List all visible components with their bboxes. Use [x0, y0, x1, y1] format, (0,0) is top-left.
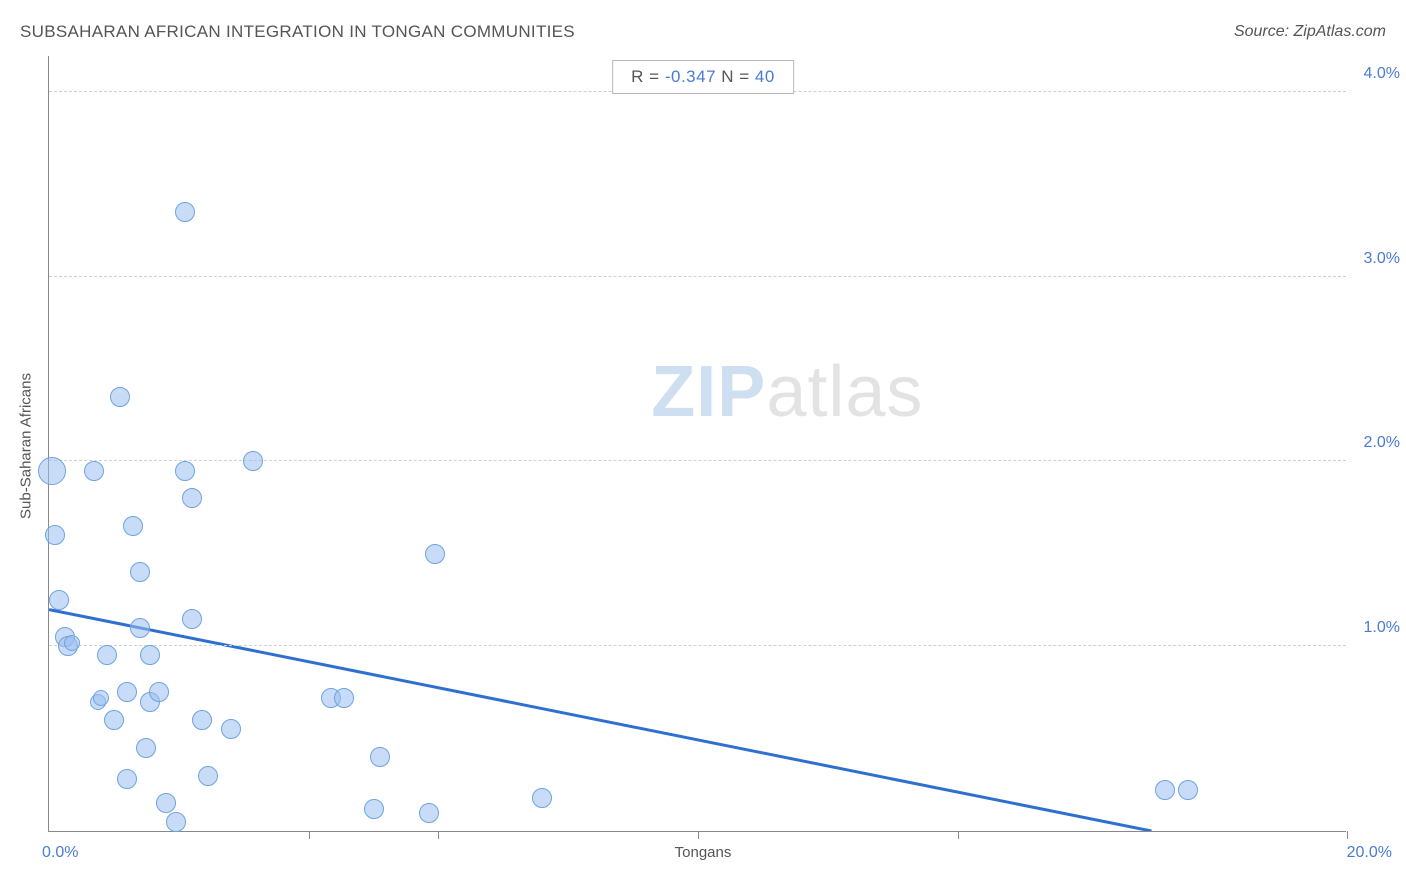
data-point	[149, 682, 169, 702]
data-point	[156, 793, 176, 813]
y-tick-label: 3.0%	[1364, 250, 1400, 268]
x-tick	[1347, 831, 1348, 839]
y-tick-label: 4.0%	[1364, 65, 1400, 83]
x-axis-title: Tongans	[675, 844, 732, 861]
data-point	[97, 645, 117, 665]
data-point	[110, 387, 130, 407]
data-point	[175, 202, 195, 222]
data-point	[93, 690, 109, 706]
header: SUBSAHARAN AFRICAN INTEGRATION IN TONGAN…	[20, 22, 1386, 42]
n-label: N =	[716, 67, 755, 86]
r-label: R =	[631, 67, 665, 86]
x-tick	[958, 831, 959, 839]
data-point	[130, 618, 150, 638]
x-tick	[698, 831, 699, 839]
data-point	[1155, 780, 1175, 800]
data-point	[182, 488, 202, 508]
data-point	[84, 461, 104, 481]
data-point	[49, 590, 69, 610]
x-min-label: 0.0%	[42, 844, 78, 862]
data-point	[425, 544, 445, 564]
data-point	[182, 609, 202, 629]
scatter-plot: 1.0%2.0%3.0%4.0%	[48, 56, 1346, 832]
data-point	[117, 682, 137, 702]
data-point	[64, 635, 80, 651]
trendline	[49, 56, 1346, 831]
data-point	[198, 766, 218, 786]
data-point	[117, 769, 137, 789]
data-point	[221, 719, 241, 739]
data-point	[38, 457, 66, 485]
gridline	[49, 276, 1346, 277]
regression-line	[49, 610, 1151, 831]
data-point	[136, 738, 156, 758]
source-label: Source: ZipAtlas.com	[1234, 23, 1386, 41]
data-point	[130, 562, 150, 582]
gridline	[49, 645, 1346, 646]
chart-title: SUBSAHARAN AFRICAN INTEGRATION IN TONGAN…	[20, 22, 575, 42]
data-point	[45, 525, 65, 545]
x-tick	[438, 831, 439, 839]
data-point	[104, 710, 124, 730]
y-tick-label: 2.0%	[1364, 434, 1400, 452]
n-value: 40	[755, 67, 775, 86]
data-point	[532, 788, 552, 808]
data-point	[334, 688, 354, 708]
data-point	[123, 516, 143, 536]
data-point	[370, 747, 390, 767]
y-axis-title: Sub-Saharan Africans	[18, 373, 35, 519]
data-point	[419, 803, 439, 823]
data-point	[192, 710, 212, 730]
stats-box: R = -0.347 N = 40	[612, 60, 794, 94]
y-tick-label: 1.0%	[1364, 619, 1400, 637]
x-tick	[309, 831, 310, 839]
data-point	[140, 645, 160, 665]
data-point	[243, 451, 263, 471]
data-point	[175, 461, 195, 481]
data-point	[364, 799, 384, 819]
x-max-label: 20.0%	[1347, 844, 1392, 862]
data-point	[1178, 780, 1198, 800]
data-point	[166, 812, 186, 832]
r-value: -0.347	[665, 67, 716, 86]
